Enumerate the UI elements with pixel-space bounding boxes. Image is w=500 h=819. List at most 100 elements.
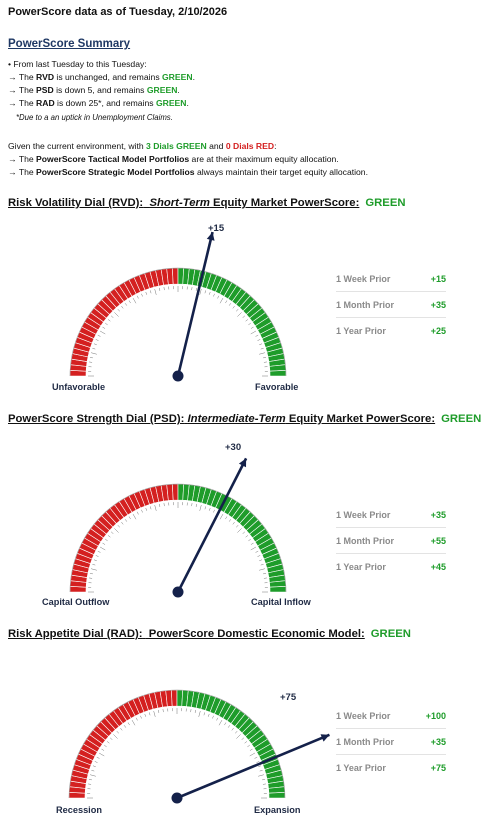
rad-left-label: Recession: [56, 805, 102, 815]
gauge-tick: [102, 542, 106, 545]
gauge-tick: [259, 568, 265, 571]
gauge-tick: [247, 744, 250, 748]
gauge-tick: [145, 507, 148, 511]
history-row: 1 Week Prior +15: [336, 266, 446, 292]
gauge-tick: [263, 357, 267, 359]
gauge-segment: [268, 792, 286, 799]
gauge-tick: [153, 711, 156, 717]
portfolio-line-strategic: → The PowerScore Strategic Model Portfol…: [8, 167, 368, 177]
gauge-outline: [69, 483, 287, 593]
gauge-tick: [263, 573, 267, 575]
rad-right-label: Expansion: [254, 805, 301, 815]
rvd-history: 1 Week Prior +15 1 Month Prior +35 1 Year …: [336, 266, 446, 343]
psd-right-label: Capital Inflow: [251, 597, 311, 607]
gauge-tick: [114, 312, 119, 317]
gauge-tick: [99, 546, 106, 551]
gauge-tick: [228, 519, 232, 522]
summary-footnote: *Due to a an uptick in Unemployment Clai…: [16, 113, 173, 122]
gauge-tick: [114, 528, 119, 533]
gauge-tick: [255, 334, 259, 337]
gauge-tick: [123, 725, 127, 728]
gauge-tick: [117, 308, 120, 312]
psd-needle-value: +30: [225, 442, 242, 453]
gauge-tick: [94, 761, 98, 763]
gauge-tick: [110, 315, 114, 318]
date-line: PowerScore data as of Tuesday, 2/10/2026: [8, 6, 228, 18]
gauge-tick: [250, 546, 257, 551]
rvd-right-label: Favorable: [255, 382, 299, 392]
gauge-tick: [105, 322, 108, 326]
gauge-outline: [68, 689, 286, 799]
gauge-tick: [95, 555, 99, 557]
gauge-tick: [89, 357, 93, 359]
gauge-tick: [121, 521, 124, 525]
gauge-tick: [257, 339, 261, 341]
psd-history: 1 Week Prior +35 1 Month Prior +55 1 Year …: [336, 502, 446, 579]
summary-line-psd: → The PSD is down 5, and remains GREEN.: [8, 85, 180, 95]
gauge-tick: [235, 730, 238, 734]
gauge-tick: [224, 722, 227, 726]
gauge-tick: [102, 326, 106, 329]
gauge-tick: [212, 715, 214, 719]
gauge-tick: [96, 756, 100, 759]
gauge-tick: [107, 319, 111, 322]
gauge-tick: [219, 297, 224, 304]
gauge-outline: [69, 267, 287, 377]
gauge-tick: [98, 752, 105, 757]
gauge-tick: [113, 734, 118, 739]
gauge-tick: [218, 719, 223, 726]
gauge-tick: [241, 737, 245, 740]
gauge-tick: [145, 291, 148, 295]
portfolio-line-tactical: → The PowerScore Tactical Model Portfoli…: [8, 154, 339, 164]
gauge-pivot: [172, 370, 184, 382]
gauge-tick: [254, 756, 258, 759]
gauge-tick: [104, 744, 107, 748]
history-row: 1 Week Prior +35: [336, 502, 446, 528]
gauge-tick: [216, 717, 219, 721]
gauge-tick: [237, 312, 242, 317]
gauge-tick: [109, 737, 113, 740]
history-row: 1 Year Prior +25: [336, 325, 446, 336]
gauge-tick: [242, 531, 246, 534]
gauge-tick: [257, 555, 261, 557]
summary-title: PowerScore Summary: [8, 38, 131, 50]
gauge-tick: [228, 303, 232, 306]
gauge-needle-arrowhead: [238, 458, 247, 468]
gauge-tick: [97, 550, 101, 553]
gauge-tick: [244, 741, 248, 744]
gauge-segment: [171, 689, 178, 707]
gauge-tick: [259, 769, 263, 772]
gauge-tick: [199, 289, 202, 295]
gauge-tick: [132, 297, 137, 304]
gauge-tick: [250, 330, 257, 335]
gauge-tick: [158, 709, 160, 713]
history-row: 1 Year Prior +75: [336, 762, 446, 773]
gauge-tick: [225, 516, 228, 520]
gauge-tick: [149, 290, 152, 294]
gauge-tick: [135, 717, 138, 721]
summary-line-rvd: → The RVD is unchanged, and remains GREE…: [8, 72, 195, 82]
gauge-tick: [213, 509, 215, 513]
gauge-tick: [204, 506, 207, 510]
gauge-tick: [124, 303, 128, 306]
gauge-tick: [245, 535, 249, 538]
gauge-tick: [245, 319, 249, 322]
gauge-tick: [92, 563, 96, 566]
gauge-tick: [248, 322, 251, 326]
gauge-tick: [217, 295, 220, 299]
gauge-tick: [242, 315, 246, 318]
gauge-tick: [89, 573, 93, 575]
gauge-tick: [93, 559, 97, 562]
gauge-tick: [258, 774, 264, 777]
gauge-tick: [260, 347, 264, 350]
rad-history: 1 Week Prior +100 1 Month Prior +35 1 Year…: [336, 703, 446, 780]
gauge-tick: [198, 711, 201, 717]
gauge-tick: [248, 538, 251, 542]
gauge-tick: [208, 291, 211, 295]
gauge-tick: [232, 305, 235, 309]
gauge-needle-arrowhead: [320, 734, 330, 742]
gauge-tick: [219, 513, 224, 520]
gauge-tick: [194, 709, 196, 713]
